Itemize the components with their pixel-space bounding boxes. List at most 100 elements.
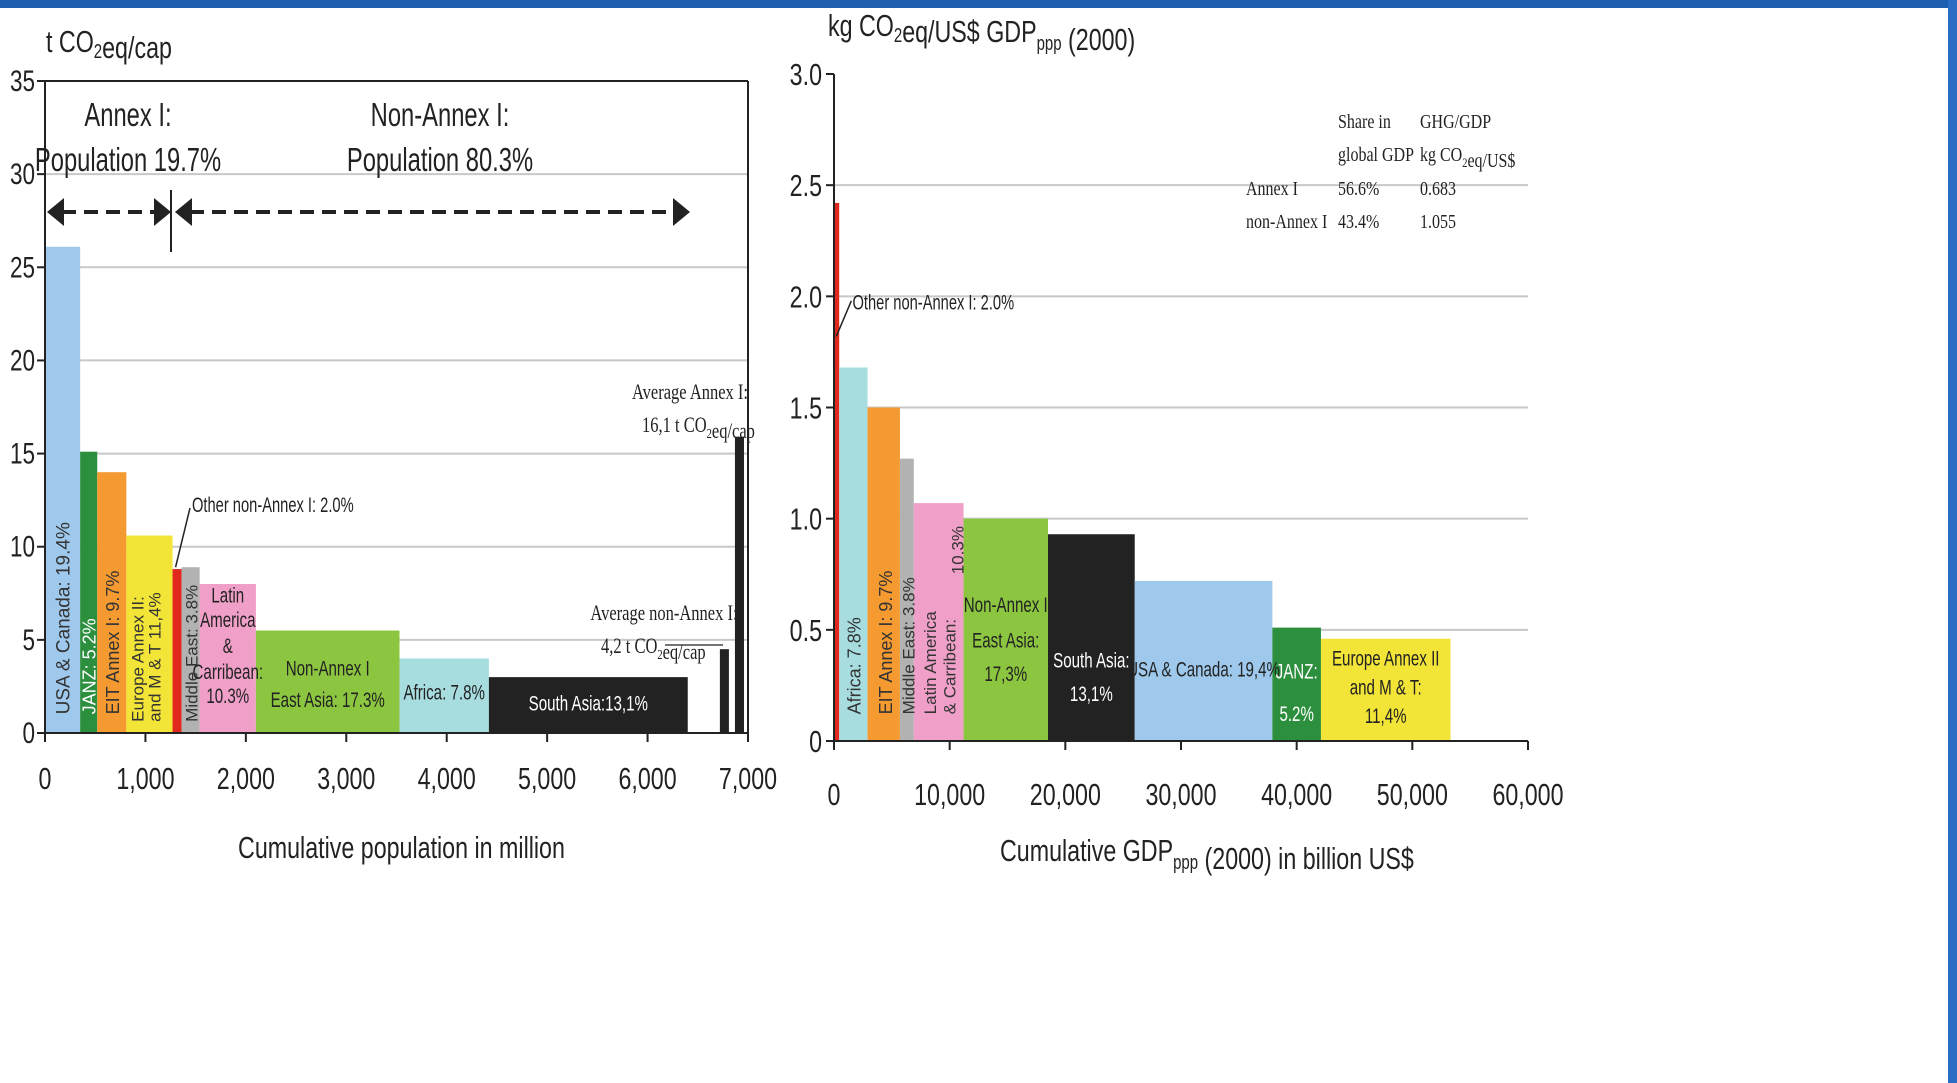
right-ytick-label: 2.0 — [790, 279, 822, 314]
annex-arrow-right-head — [154, 198, 171, 226]
left-avg-annex-2: 16,1 t CO2eq/cap — [642, 414, 755, 444]
right-ytick-label: 0.5 — [790, 613, 822, 648]
left-bar-label-7: Non-Annex I — [286, 656, 370, 680]
left-bar-10 — [719, 649, 729, 733]
left-y-axis-title: t CO2eq/cap — [46, 24, 172, 65]
right-xtick-label: 20,000 — [1030, 777, 1101, 812]
right-table-row-name: Annex I — [1246, 177, 1298, 199]
left-bar-0 — [45, 246, 81, 733]
left-bar-label-6: Latin — [211, 583, 244, 607]
left-bar-label-7: East Asia: 17.3% — [271, 687, 385, 711]
right-bar-label-4c: 10.3% — [948, 526, 967, 574]
left-bar-label-0: USA & Canada: 19.4% — [54, 522, 75, 714]
nonannex-arrow-left-head — [175, 198, 192, 226]
right-table-header-ratio-2: kg CO2eq/US$ — [1420, 143, 1515, 171]
left-xtick-label: 0 — [39, 761, 52, 796]
right-bar-3 — [899, 458, 914, 741]
right-xtick-label: 50,000 — [1377, 777, 1448, 812]
left-ytick-label: 20 — [10, 343, 35, 377]
right-bar-label-5: 17,3% — [984, 661, 1027, 685]
nonannex-arrow-right-head — [673, 198, 690, 226]
right-y-axis-title: kg CO2eq/US$ GDPppp (2000) — [828, 8, 1135, 57]
right-ytick-label: 1.5 — [790, 390, 822, 425]
left-ytick-label: 15 — [10, 436, 35, 470]
left-ytick-label: 10 — [10, 530, 35, 564]
right-bar-label-2: EIT Annex I: 9.7% — [876, 571, 896, 715]
left-ytick-label: 30 — [10, 157, 35, 191]
left-annex-text: Population 19.7% — [35, 142, 221, 179]
right-bar-1 — [839, 367, 868, 741]
left-other-label: Other non-Annex I: 2.0% — [192, 493, 354, 516]
right-bar-label-1: Africa: 7.8% — [845, 617, 865, 714]
right-xtick-label: 40,000 — [1261, 777, 1332, 812]
right-ytick-label: 0 — [809, 724, 822, 759]
left-x-axis-title: Cumulative population in million — [238, 830, 565, 865]
right-bar-label-4a: Latin America — [921, 611, 940, 715]
left-nonannex-text: Non-Annex I: — [371, 97, 510, 134]
right-bar-label-7: USA & Canada: 19,4% — [1127, 657, 1280, 681]
left-bar-label-6: America — [200, 607, 256, 631]
left-bar-7 — [255, 630, 400, 733]
right-bar-label-6: 13,1% — [1070, 681, 1113, 705]
left-avg-nonannex-2: 4,2 t CO2eq/cap — [601, 635, 706, 665]
right-ytick-label: 1.0 — [790, 501, 822, 536]
right-table-header-share-1: Share in — [1338, 110, 1391, 132]
right-bar-0 — [834, 202, 840, 741]
left-bar-2 — [97, 472, 127, 733]
left-xtick-label: 2,000 — [217, 761, 275, 796]
right-table-row-share: 43.4% — [1338, 210, 1379, 232]
annex-arrow-left-head — [47, 198, 64, 226]
left-bar-label-2: EIT Annex I: 9.7% — [103, 571, 123, 715]
left-bar-11 — [734, 436, 744, 733]
left-xtick-label: 6,000 — [618, 761, 676, 796]
right-bar-label-3: Middle East: 3.8% — [899, 577, 918, 714]
left-bar-label-5: Middle East: 3.8% — [183, 585, 202, 722]
left-bar-label-1: JANZ: 5.2% — [80, 618, 100, 714]
right-table-header-ratio-1: GHG/GDP — [1420, 110, 1491, 132]
right-table-header-share-2: global GDP — [1338, 143, 1414, 165]
right-table-row-share: 56.6% — [1338, 177, 1379, 199]
left-bar-label-6: & — [223, 633, 233, 657]
left-ytick-label: 0 — [22, 716, 35, 750]
left-bar-6 — [199, 583, 256, 733]
right-xtick-label: 0 — [828, 777, 841, 812]
left-xtick-label: 1,000 — [116, 761, 174, 796]
left-avg-nonannex-1: Average non-Annex I: — [590, 602, 737, 626]
right-bar-label-4b: & Carribean: — [941, 619, 960, 714]
left-bar-label-6: 10.3% — [206, 684, 249, 708]
left-bar-3 — [126, 535, 173, 733]
left-ytick-label: 5 — [22, 623, 35, 657]
right-table-row-ratio: 1.055 — [1420, 210, 1456, 232]
right-other-pointer — [835, 300, 853, 337]
right-bar-5 — [963, 518, 1048, 741]
right-bar-6 — [1047, 534, 1135, 741]
left-bar-9 — [488, 677, 688, 733]
right-bar-label-5: East Asia: — [972, 628, 1039, 652]
left-bar-8 — [399, 658, 489, 733]
right-bar-4 — [913, 503, 964, 741]
left-xtick-label: 5,000 — [518, 761, 576, 796]
left-bar-1 — [80, 451, 98, 733]
left-other-pointer — [174, 507, 191, 568]
left-xtick-label: 3,000 — [317, 761, 375, 796]
right-xtick-label: 60,000 — [1492, 777, 1563, 812]
right-x-axis-title: Cumulative GDPppp (2000) in billion US$ — [1000, 833, 1414, 876]
left-xtick-label: 4,000 — [418, 761, 476, 796]
right-ytick-label: 3.0 — [790, 57, 822, 92]
right-table-row-name: non-Annex I — [1246, 210, 1327, 232]
right-bar-label-9: and M & T: — [1350, 675, 1422, 699]
right-bar-label-9: Europe Annex II — [1332, 646, 1440, 670]
right-xtick-label: 30,000 — [1145, 777, 1216, 812]
right-edge-bar — [1948, 0, 1957, 1083]
left-bar-5 — [181, 567, 200, 733]
right-bar-label-8: 5.2% — [1279, 701, 1313, 725]
right-table-row-ratio: 0.683 — [1420, 177, 1456, 199]
right-bar-label-9: 11,4% — [1365, 704, 1407, 728]
right-xtick-label: 10,000 — [914, 777, 985, 812]
left-annex-text: Annex I: — [84, 97, 171, 134]
right-other-label: Other non-Annex I: 2.0% — [853, 291, 1015, 314]
left-bar-label-6: Carribean: — [193, 659, 264, 683]
left-bar-label-9: South Asia:13,1% — [529, 691, 648, 715]
left-ytick-label: 25 — [10, 250, 35, 284]
